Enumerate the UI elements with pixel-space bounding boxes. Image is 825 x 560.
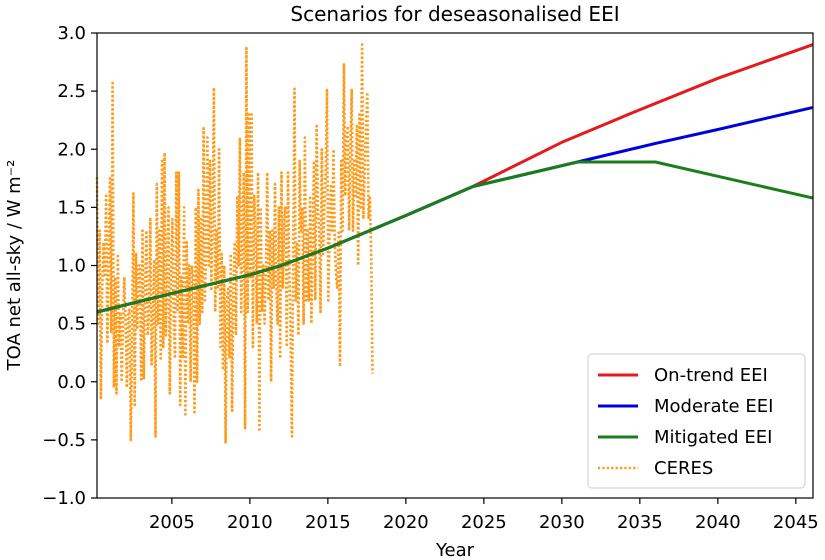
legend: On-trend EEI Moderate EEI Mitigated EEI CER… [587,353,806,489]
x-tick-label: 2040 [695,512,741,533]
x-tick-label: 2005 [149,512,195,533]
series-layer [95,43,814,445]
legend-label: On-trend EEI [654,365,768,386]
y-tick-label: 1.0 [57,256,86,277]
y-tick-label: 2.0 [57,139,86,160]
series-line-mitigated-eei [96,160,814,314]
x-axis-ticks: 2005 2010 2015 2020 2025 2030 2035 2040 2045 [149,498,819,533]
legend-label: CERES [654,458,713,479]
legend-label: Mitigated EEI [654,427,772,448]
y-tick-label: 3.0 [57,23,86,44]
y-tick-label: −1.0 [42,488,86,509]
series-line-ceres [95,43,374,445]
y-tick-label: 2.5 [57,81,86,102]
x-axis-title: Year [435,540,475,560]
y-axis-title: TOA net all-sky / W m⁻² [4,160,25,372]
x-tick-label: 2010 [227,512,273,533]
y-tick-label: 1.5 [57,197,86,218]
y-tick-label: 0.0 [57,372,86,393]
y-tick-label: −0.5 [42,430,86,451]
y-tick-label: 0.5 [57,314,86,335]
x-tick-label: 2015 [305,512,351,533]
x-tick-label: 2025 [461,512,507,533]
legend-label: Moderate EEI [654,396,773,417]
x-tick-label: 2030 [539,512,585,533]
y-axis-ticks: −1.0 −0.5 0.0 0.5 1.0 1.5 2.0 2.5 3.0 [42,23,97,509]
legend-box [587,353,806,489]
x-tick-label: 2020 [383,512,429,533]
x-tick-label: 2035 [617,512,663,533]
chart-title: Scenarios for deseasonalised EEI [290,2,619,26]
x-tick-label: 2045 [773,512,819,533]
